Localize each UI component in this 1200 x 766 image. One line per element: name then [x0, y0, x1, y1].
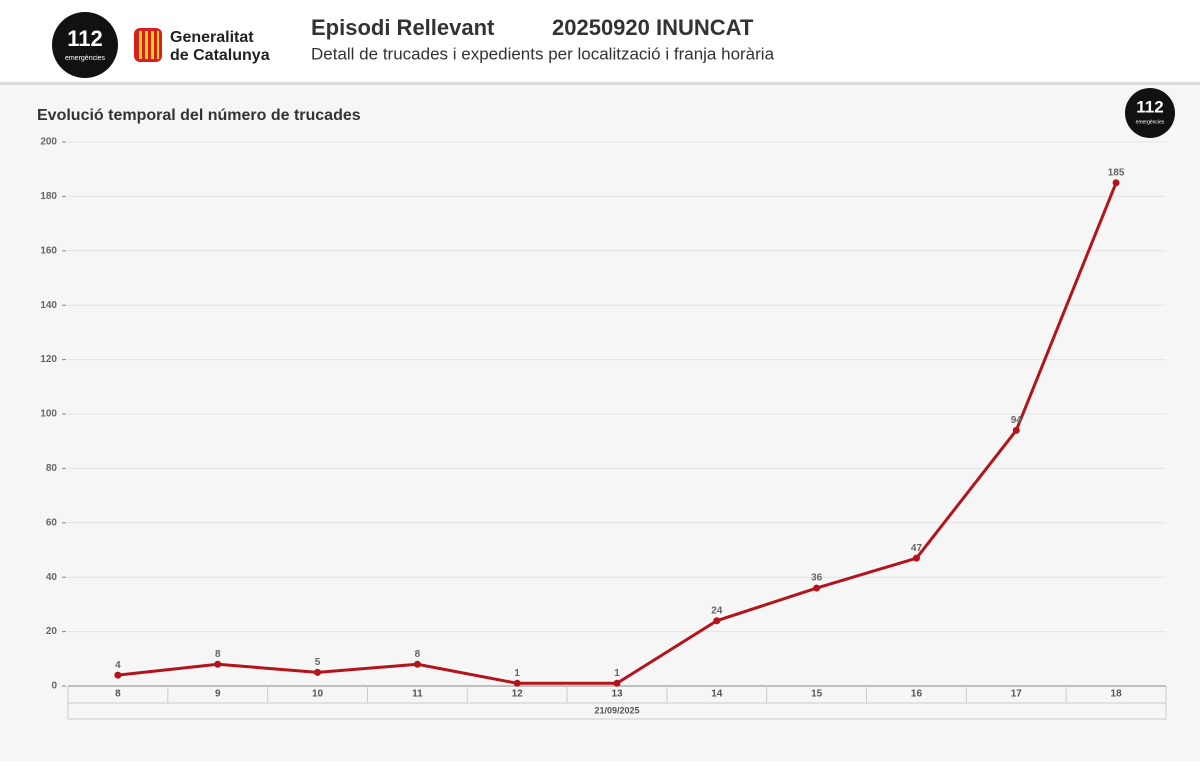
data-label: 94: [1011, 415, 1023, 426]
header-bar: [0, 0, 1200, 82]
header-episode: 20250920 INUNCAT: [552, 15, 754, 40]
y-tick-label: 20: [46, 626, 58, 637]
point: [713, 617, 721, 625]
data-label: 5: [315, 657, 321, 668]
x-tick-label: 14: [711, 689, 723, 700]
y-tick-label: 160: [40, 245, 57, 256]
data-label: 185: [1108, 167, 1125, 178]
y-tick-label: 180: [40, 191, 57, 202]
point: [613, 679, 621, 687]
point: [813, 584, 821, 592]
y-tick-label: 80: [46, 463, 58, 474]
x-tick-label: 10: [312, 689, 324, 700]
y-tick-label: 60: [46, 517, 58, 528]
x-tick-label: 11: [412, 689, 423, 700]
point: [1012, 426, 1020, 434]
point: [1112, 179, 1120, 187]
logo-112: [52, 12, 118, 78]
chart-logo-caption: emergències: [1136, 119, 1165, 125]
logo-caption: emergències: [65, 55, 106, 62]
data-label: 47: [911, 543, 923, 554]
data-label: 1: [614, 668, 620, 679]
x-tick-label: 16: [911, 689, 923, 700]
chart-title: Evolució temporal del número de trucades: [37, 107, 361, 124]
point: [912, 554, 920, 562]
gencat-line2: de Catalunya: [170, 47, 270, 64]
x-tick-label: 13: [611, 689, 623, 700]
x-tick-label: 9: [215, 689, 221, 700]
chart-logo-number: 112: [1136, 97, 1163, 116]
point: [114, 671, 122, 679]
point: [413, 660, 421, 668]
y-tick-label: 40: [46, 572, 58, 583]
point: [214, 660, 222, 668]
data-label: 8: [215, 649, 221, 660]
point: [513, 679, 521, 687]
y-tick-label: 140: [40, 300, 57, 311]
chart-logo: [1125, 88, 1175, 138]
header-subtitle: Detall de trucades i expedients per loca…: [311, 44, 775, 63]
x-tick-label: 8: [115, 689, 121, 700]
data-label: 1: [514, 668, 520, 679]
data-label: 24: [711, 605, 723, 616]
gencat-line1: Generalitat: [170, 29, 254, 46]
x-tick-label: 12: [512, 689, 524, 700]
x-tick-label: 15: [811, 689, 823, 700]
data-label: 36: [811, 573, 823, 584]
data-label: 4: [115, 660, 121, 671]
y-tick-label: 100: [40, 409, 57, 420]
y-tick-label: 0: [51, 681, 57, 692]
y-tick-label: 200: [40, 137, 57, 148]
y-tick-label: 120: [40, 354, 57, 365]
gencat-emblem: [134, 28, 162, 62]
logo-number: 112: [67, 26, 103, 51]
header-title: Episodi Rellevant: [311, 15, 495, 40]
x-tick-label: 17: [1011, 689, 1023, 700]
x-tick-label: 18: [1111, 689, 1123, 700]
header-border: [0, 82, 1200, 85]
x-group-box: [67, 702, 1167, 720]
data-label: 8: [415, 649, 421, 660]
point: [314, 668, 322, 676]
x-group-label: 21/09/2025: [594, 705, 639, 715]
